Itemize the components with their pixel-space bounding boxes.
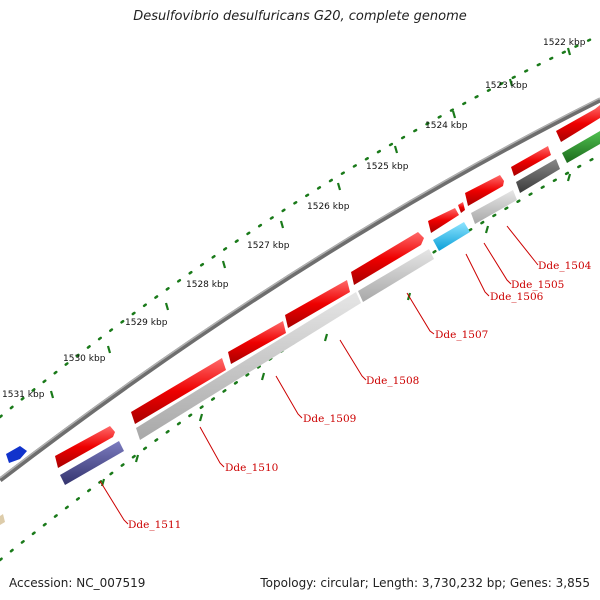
cds-feature[interactable] xyxy=(6,446,27,463)
gene-label-dde-1510[interactable]: Dde_1510 xyxy=(225,462,278,474)
tick-label-1527: 1527 kbp xyxy=(247,241,290,251)
gene-label-dde-1504[interactable]: Dde_1504 xyxy=(538,260,592,272)
grey-feature[interactable] xyxy=(471,190,517,224)
cds-feature[interactable] xyxy=(55,426,115,468)
reverse-strand-features xyxy=(0,131,600,525)
cds-feature[interactable] xyxy=(351,232,424,285)
tick-label-1524: 1524 kbp xyxy=(425,121,468,131)
cds-feature[interactable] xyxy=(458,202,465,213)
cds-feature[interactable] xyxy=(556,105,600,142)
accession-text: Accession: NC_007519 xyxy=(9,576,146,590)
gene-label-dde-1507[interactable]: Dde_1507 xyxy=(435,329,488,341)
grey-feature[interactable] xyxy=(136,292,361,440)
beige-feature[interactable] xyxy=(0,514,5,525)
gene-label-dde-1511[interactable]: Dde_1511 xyxy=(128,519,181,531)
cds-feature[interactable] xyxy=(228,321,286,364)
cds-feature[interactable] xyxy=(428,208,459,233)
tick-label-1522: 1522 kbp xyxy=(543,38,586,48)
gene-label-dde-1508[interactable]: Dde_1508 xyxy=(366,375,419,387)
tick-label-1525: 1525 kbp xyxy=(366,162,409,172)
summary-text: Topology: circular; Length: 3,730,232 bp… xyxy=(260,576,590,590)
cds-feature[interactable] xyxy=(131,358,226,424)
tick-label-1530: 1530 kbp xyxy=(63,354,106,364)
tick-label-1531: 1531 kbp xyxy=(2,390,45,400)
tick-label-1529: 1529 kbp xyxy=(125,318,168,328)
tick-label-1526: 1526 kbp xyxy=(307,202,350,212)
grey-feature[interactable] xyxy=(358,249,434,302)
inner-ticks xyxy=(100,173,572,487)
cds-feature[interactable] xyxy=(511,146,551,176)
tick-label-1528: 1528 kbp xyxy=(186,280,229,290)
outer-ticks xyxy=(49,47,572,399)
green-feature[interactable] xyxy=(562,131,600,163)
dark-feature[interactable] xyxy=(516,159,560,193)
cds-feature[interactable] xyxy=(285,280,350,328)
tick-label-1523: 1523 kbp xyxy=(485,81,528,91)
genome-backbone xyxy=(0,97,600,482)
gene-leaders xyxy=(99,225,539,525)
gene-label-dde-1506[interactable]: Dde_1506 xyxy=(490,291,544,303)
gene-label-dde-1509[interactable]: Dde_1509 xyxy=(303,413,356,425)
map-title: Desulfovibrio desulfuricans G20, complet… xyxy=(133,9,467,24)
gene-label-dde-1505[interactable]: Dde_1505 xyxy=(511,279,564,291)
outer-dotted-ring xyxy=(0,33,600,419)
forward-strand-features xyxy=(6,105,600,468)
navy-feature[interactable] xyxy=(60,441,124,485)
cyan-feature[interactable] xyxy=(433,222,470,251)
cds-feature[interactable] xyxy=(465,175,504,206)
